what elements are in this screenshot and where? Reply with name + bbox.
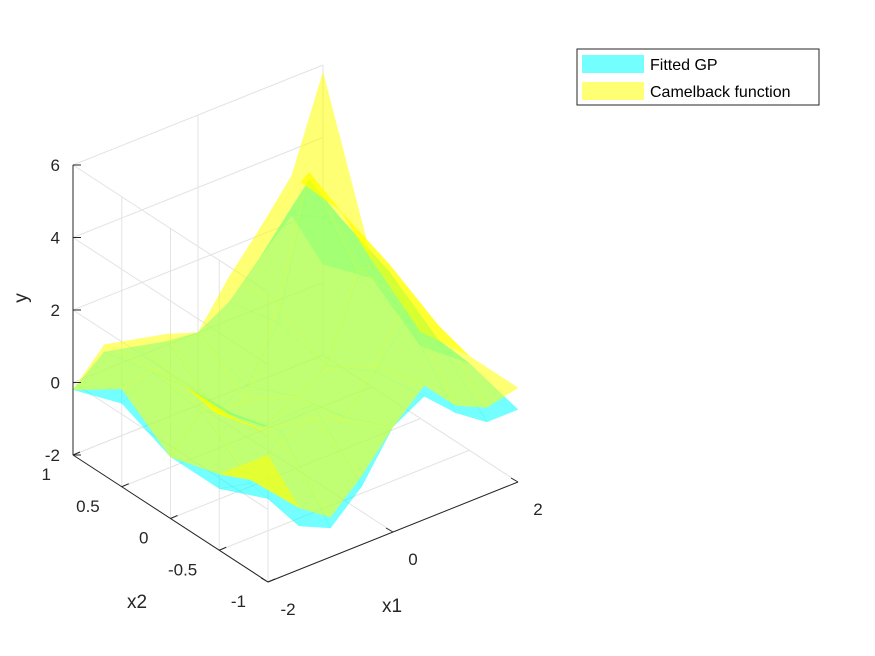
x1-tick: [260, 577, 269, 583]
surface-camelback-function: [72, 71, 519, 518]
z-tick-label: -2: [45, 446, 60, 465]
z-axis-label: y: [11, 293, 32, 303]
legend-label-fitted-gp: Fitted GP: [650, 57, 718, 74]
z-tick-label: 2: [51, 301, 60, 320]
legend-swatch-fitted-gp: [582, 55, 644, 73]
z-tick-label: 6: [51, 156, 60, 175]
z-tick-label: 0: [51, 374, 60, 393]
x2-tick: [121, 483, 129, 488]
x2-tick: [170, 515, 178, 519]
surface-plots: [72, 71, 519, 529]
y-axis-label: x2: [127, 592, 147, 613]
x1-tick: [385, 527, 394, 533]
legend-label-camelback: Camelback function: [650, 84, 791, 101]
z-tick-label: 4: [51, 229, 60, 248]
x1-tick-label: -2: [280, 600, 295, 619]
legend: Fitted GP Camelback function: [576, 48, 820, 106]
x2-tick-label: -0.5: [168, 560, 197, 579]
x2-tick-label: 0: [139, 529, 148, 548]
surface-patch: [389, 264, 470, 357]
x1-tick: [510, 477, 519, 483]
x1-tick-label: 0: [408, 550, 417, 569]
x1-tick-label: 2: [533, 500, 542, 519]
x2-tick-label: 1: [42, 465, 51, 484]
x2-tick: [267, 578, 276, 583]
x2-tick: [219, 546, 227, 551]
x2-tick-label: -1: [231, 592, 246, 611]
legend-swatch-camelback: [582, 82, 644, 100]
x2-tick-label: 0.5: [76, 497, 100, 516]
x-axis-label: x1: [382, 596, 402, 617]
surface-patch: [437, 324, 519, 408]
